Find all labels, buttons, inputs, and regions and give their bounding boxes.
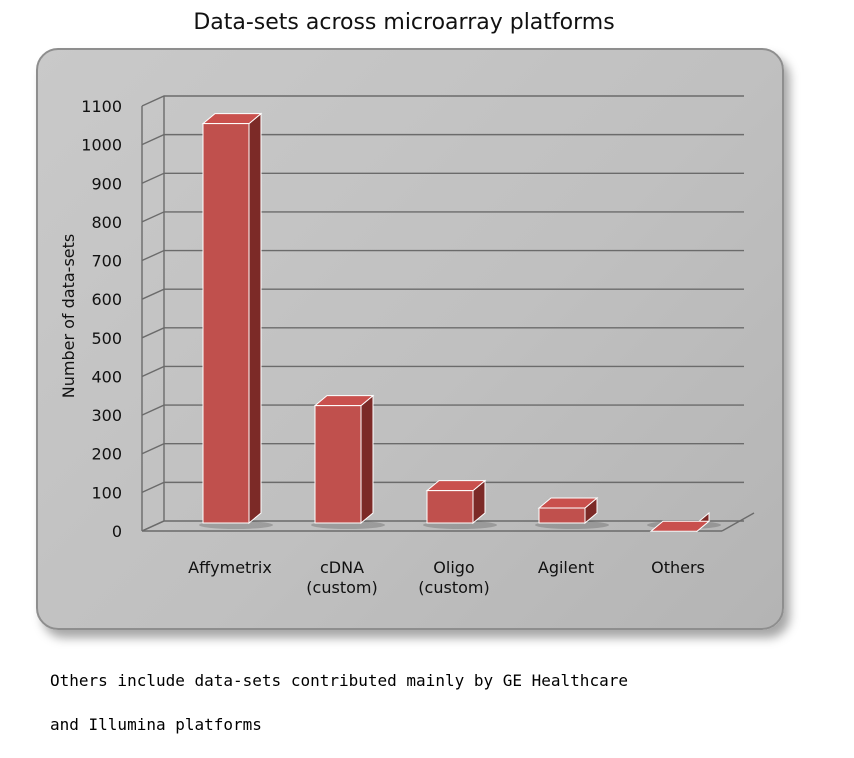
chart-title: Data-sets across microarray platforms [193,10,615,35]
x-category-label: cDNA (custom) [306,558,377,597]
y-axis-ticks: 0 100 200 300 400 500 600 700 800 900 1000 1100 [81,97,122,541]
bar [423,479,497,529]
y-tick-label: 1100 [81,97,122,116]
y-tick-label: 200 [91,445,122,464]
x-category-label: Agilent [538,558,594,577]
footnote-line-1: Others include data-sets contributed mai… [50,671,628,690]
y-tick-label: 400 [91,367,122,386]
y-tick-label: 1000 [81,136,122,155]
y-tick-label: 900 [91,174,122,193]
y-tick-label: 800 [91,213,122,232]
y-tick-label: 100 [91,483,122,502]
y-tick-label: 700 [91,252,122,271]
y-tick-label: 600 [91,290,122,309]
footnote: Others include data-sets contributed mai… [50,648,830,758]
chart-plot: 0 100 200 300 400 500 600 700 800 900 1000 1100 Aff… [59,95,755,597]
gridlines [141,95,755,532]
footnote-line-2: and Illumina platforms [50,715,262,734]
x-axis-labels: Affymetrix cDNA (custom) Oligo (custom) Agile… [188,558,705,597]
x-category-label: Oligo (custom) [418,558,489,597]
bar [535,496,609,529]
bar [199,112,273,529]
y-tick-label: 0 [112,522,122,541]
y-tick-label: 300 [91,406,122,425]
x-category-label: Others [651,558,705,577]
x-category-label: Affymetrix [188,558,272,577]
y-tick-label: 500 [91,329,122,348]
axis-edge [141,520,165,532]
chart-panel [36,48,784,630]
bar [647,511,721,533]
bars [199,112,721,533]
axis-edge [721,512,755,532]
bar [311,394,385,529]
gridline [141,95,744,107]
y-axis-label: Number of data-sets [59,234,78,398]
